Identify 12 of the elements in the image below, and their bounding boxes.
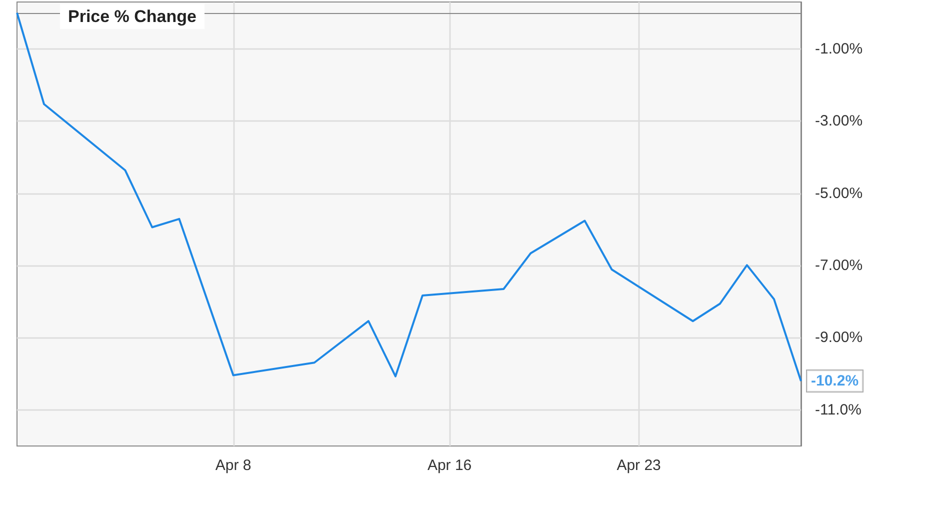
y-tick-label: -3.00%: [815, 112, 863, 130]
y-tick-label: -9.00%: [815, 329, 863, 346]
y-tick-label: -5.00%: [815, 184, 863, 202]
x-tick-label: Apr 23: [616, 457, 661, 474]
annotation: -10.2%: [811, 372, 859, 390]
x-tick-label: Apr 16: [427, 457, 472, 474]
y-tick-label: -11.0%: [815, 401, 862, 418]
y-tick-label: -7.00%: [815, 257, 863, 274]
y-tick-label: -1.00%: [815, 40, 863, 58]
chart-title: Price % Change: [68, 7, 196, 26]
line-series: [16, 12, 802, 382]
x-tick-label: Apr 8: [215, 457, 252, 474]
